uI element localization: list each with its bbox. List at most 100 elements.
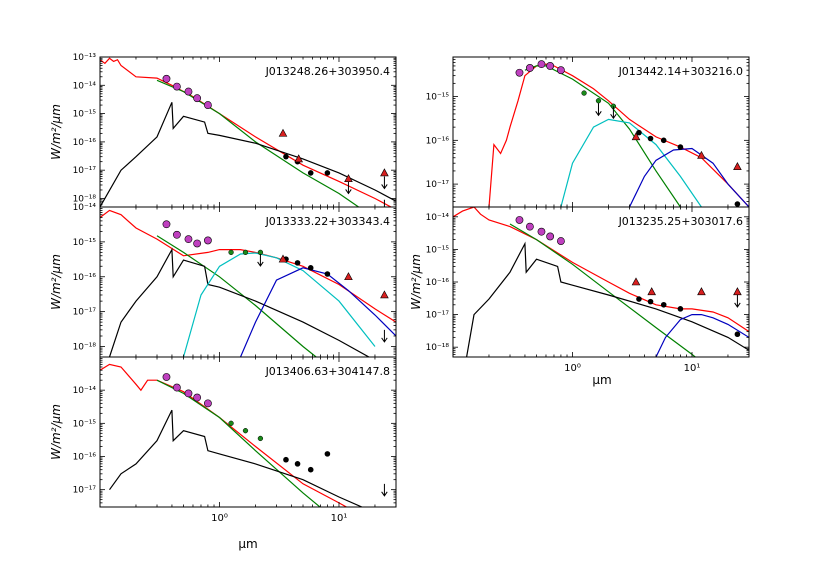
panel-1: 10⁻¹⁸ 10⁻¹⁷ 10⁻¹⁶ 10⁻¹⁵ 10⁻¹⁴ 10⁻¹³ J013248.26… bbox=[73, 53, 397, 208]
x-axis-label-right: μm bbox=[592, 373, 611, 387]
y-axis-label-panel-3: W/m²/μm bbox=[49, 404, 63, 460]
photometry-point-optical bbox=[557, 237, 565, 245]
panel-title: J013248.26+303950.4 bbox=[265, 65, 390, 78]
total-model-line bbox=[100, 57, 393, 207]
upper-limit-arrow bbox=[257, 253, 264, 267]
triangle-marker bbox=[733, 287, 742, 296]
photometry-point-optical bbox=[172, 82, 181, 91]
y-tick-label: 10⁻¹⁵ bbox=[426, 93, 450, 103]
panel-5: 10⁻¹⁸ 10⁻¹⁷ 10⁻¹⁶ 10⁻¹⁵ 10⁻¹⁴ 10⁰ 10¹ J013235.2… bbox=[426, 206, 750, 374]
y-tick-label: 10⁻¹⁵ bbox=[73, 110, 97, 120]
x-tick-label: 10⁰ bbox=[564, 363, 581, 374]
photometry-point-ir bbox=[294, 260, 301, 266]
total-model-line bbox=[453, 207, 749, 333]
total-model-line bbox=[488, 63, 749, 207]
upper-limit-arrow bbox=[383, 199, 385, 207]
triangle-marker bbox=[631, 277, 641, 286]
warm-dust-line bbox=[239, 267, 396, 357]
photometry-point-optical bbox=[193, 239, 202, 248]
upper-limit-arrow bbox=[595, 103, 602, 117]
photometry-point-optical bbox=[162, 74, 171, 83]
photometry-point-ir bbox=[734, 201, 741, 207]
stellar-photosphere-line bbox=[156, 235, 318, 357]
photometry-point-ir bbox=[324, 170, 331, 176]
photometry-point-optical bbox=[172, 230, 181, 239]
plot-frame bbox=[452, 206, 750, 358]
photometry-point-nir bbox=[228, 420, 234, 426]
y-tick-label: 10⁻¹³ bbox=[73, 53, 97, 63]
photometry-point-optical bbox=[184, 235, 193, 244]
triangle-marker bbox=[647, 287, 656, 296]
photometry-point-optical bbox=[525, 222, 534, 231]
photometry-point-nir bbox=[595, 98, 602, 104]
y-tick-label: 10⁻¹⁵ bbox=[73, 419, 97, 429]
photometry-point-ir bbox=[660, 301, 667, 308]
photometry-point-ir bbox=[283, 456, 289, 463]
y-tick-label: 10⁻¹⁸ bbox=[73, 194, 97, 204]
photometry-point-optical bbox=[184, 389, 193, 398]
y-tick-label: 10⁻¹⁵ bbox=[73, 238, 97, 248]
y-tick-label: 10⁻¹⁶ bbox=[73, 138, 97, 148]
photometry-point-optical bbox=[546, 232, 555, 241]
stellar-photosphere-line bbox=[156, 79, 360, 207]
warm-dust-line bbox=[655, 314, 749, 357]
photometry-point-ir bbox=[307, 265, 314, 271]
photometry-point-optical bbox=[515, 216, 524, 224]
panel-4: 10⁻¹⁷ 10⁻¹⁶ 10⁻¹⁵ J013442.14+303216.0 bbox=[426, 56, 750, 208]
triangle-marker bbox=[380, 168, 389, 177]
upper-limit-arrow bbox=[381, 483, 388, 497]
panel-title: J013442.14+303216.0 bbox=[618, 65, 743, 78]
photometry-point-optical bbox=[172, 383, 181, 392]
photometry-point-optical bbox=[515, 68, 524, 77]
photometry-point-ir bbox=[307, 170, 314, 176]
photometry-point-nir bbox=[581, 90, 587, 96]
hot-dust-line bbox=[182, 252, 376, 357]
photometry-point-optical bbox=[184, 87, 193, 96]
photometry-point-nir bbox=[228, 249, 234, 256]
triangle-marker bbox=[294, 154, 303, 163]
triangle-marker bbox=[278, 128, 288, 137]
triangle-marker bbox=[380, 290, 389, 299]
photometry-point-optical bbox=[546, 62, 555, 70]
y-tick-label: 10⁻¹⁴ bbox=[73, 81, 97, 91]
total-model-line bbox=[100, 363, 348, 507]
panel-title: J013235.25+303017.6 bbox=[618, 215, 743, 228]
y-axis-label-panel-1: W/m²/μm bbox=[49, 104, 63, 160]
triangle-marker bbox=[733, 162, 742, 170]
x-axis-label-left: μm bbox=[238, 537, 257, 551]
y-tick-label: 10⁻¹⁷ bbox=[426, 180, 450, 190]
upper-limit-arrow bbox=[734, 294, 741, 308]
warm-dust-line bbox=[628, 147, 749, 207]
photometry-point-ir bbox=[660, 137, 667, 144]
plot-frame bbox=[452, 56, 750, 208]
panel-title: J013406.63+304147.8 bbox=[265, 365, 390, 378]
photometry-point-nir bbox=[242, 428, 249, 434]
triangle-marker bbox=[697, 150, 706, 159]
y-tick-label: 10⁻¹⁶ bbox=[73, 452, 97, 462]
stellar-template-line bbox=[100, 102, 396, 207]
stellar-template-line bbox=[108, 247, 371, 357]
photometry-point-optical bbox=[193, 393, 202, 402]
photometry-point-nir bbox=[242, 249, 249, 256]
y-tick-label: 10⁻¹⁷ bbox=[73, 166, 97, 176]
photometry-point-ir bbox=[294, 461, 301, 467]
photometry-point-ir bbox=[677, 306, 684, 312]
photometry-point-ir bbox=[324, 271, 331, 277]
photometry-point-optical bbox=[204, 399, 212, 408]
y-axis-label-panel-2: W/m²/μm bbox=[49, 254, 63, 310]
panel-3: 10⁻¹⁷ 10⁻¹⁶ 10⁻¹⁵ 10⁻¹⁴ 10⁰ 10¹ J013406.63+304… bbox=[73, 356, 397, 524]
stellar-photosphere-line bbox=[156, 379, 321, 507]
photometry-point-ir bbox=[636, 296, 642, 302]
triangle-marker bbox=[344, 272, 353, 281]
photometry-point-ir bbox=[647, 298, 654, 305]
x-tick-label: 10¹ bbox=[684, 363, 701, 374]
y-tick-label: 10⁻¹⁷ bbox=[426, 311, 450, 321]
plot-frame bbox=[99, 206, 397, 358]
photometry-point-optical bbox=[193, 94, 202, 103]
panel-title: J013333.22+303343.4 bbox=[265, 215, 390, 228]
photometry-point-optical bbox=[537, 60, 546, 69]
y-axis-label-panel-5: W/m²/μm bbox=[409, 254, 423, 310]
photometry-point-optical bbox=[204, 236, 212, 245]
triangle-marker bbox=[278, 254, 288, 263]
photometry-point-optical bbox=[537, 227, 546, 236]
